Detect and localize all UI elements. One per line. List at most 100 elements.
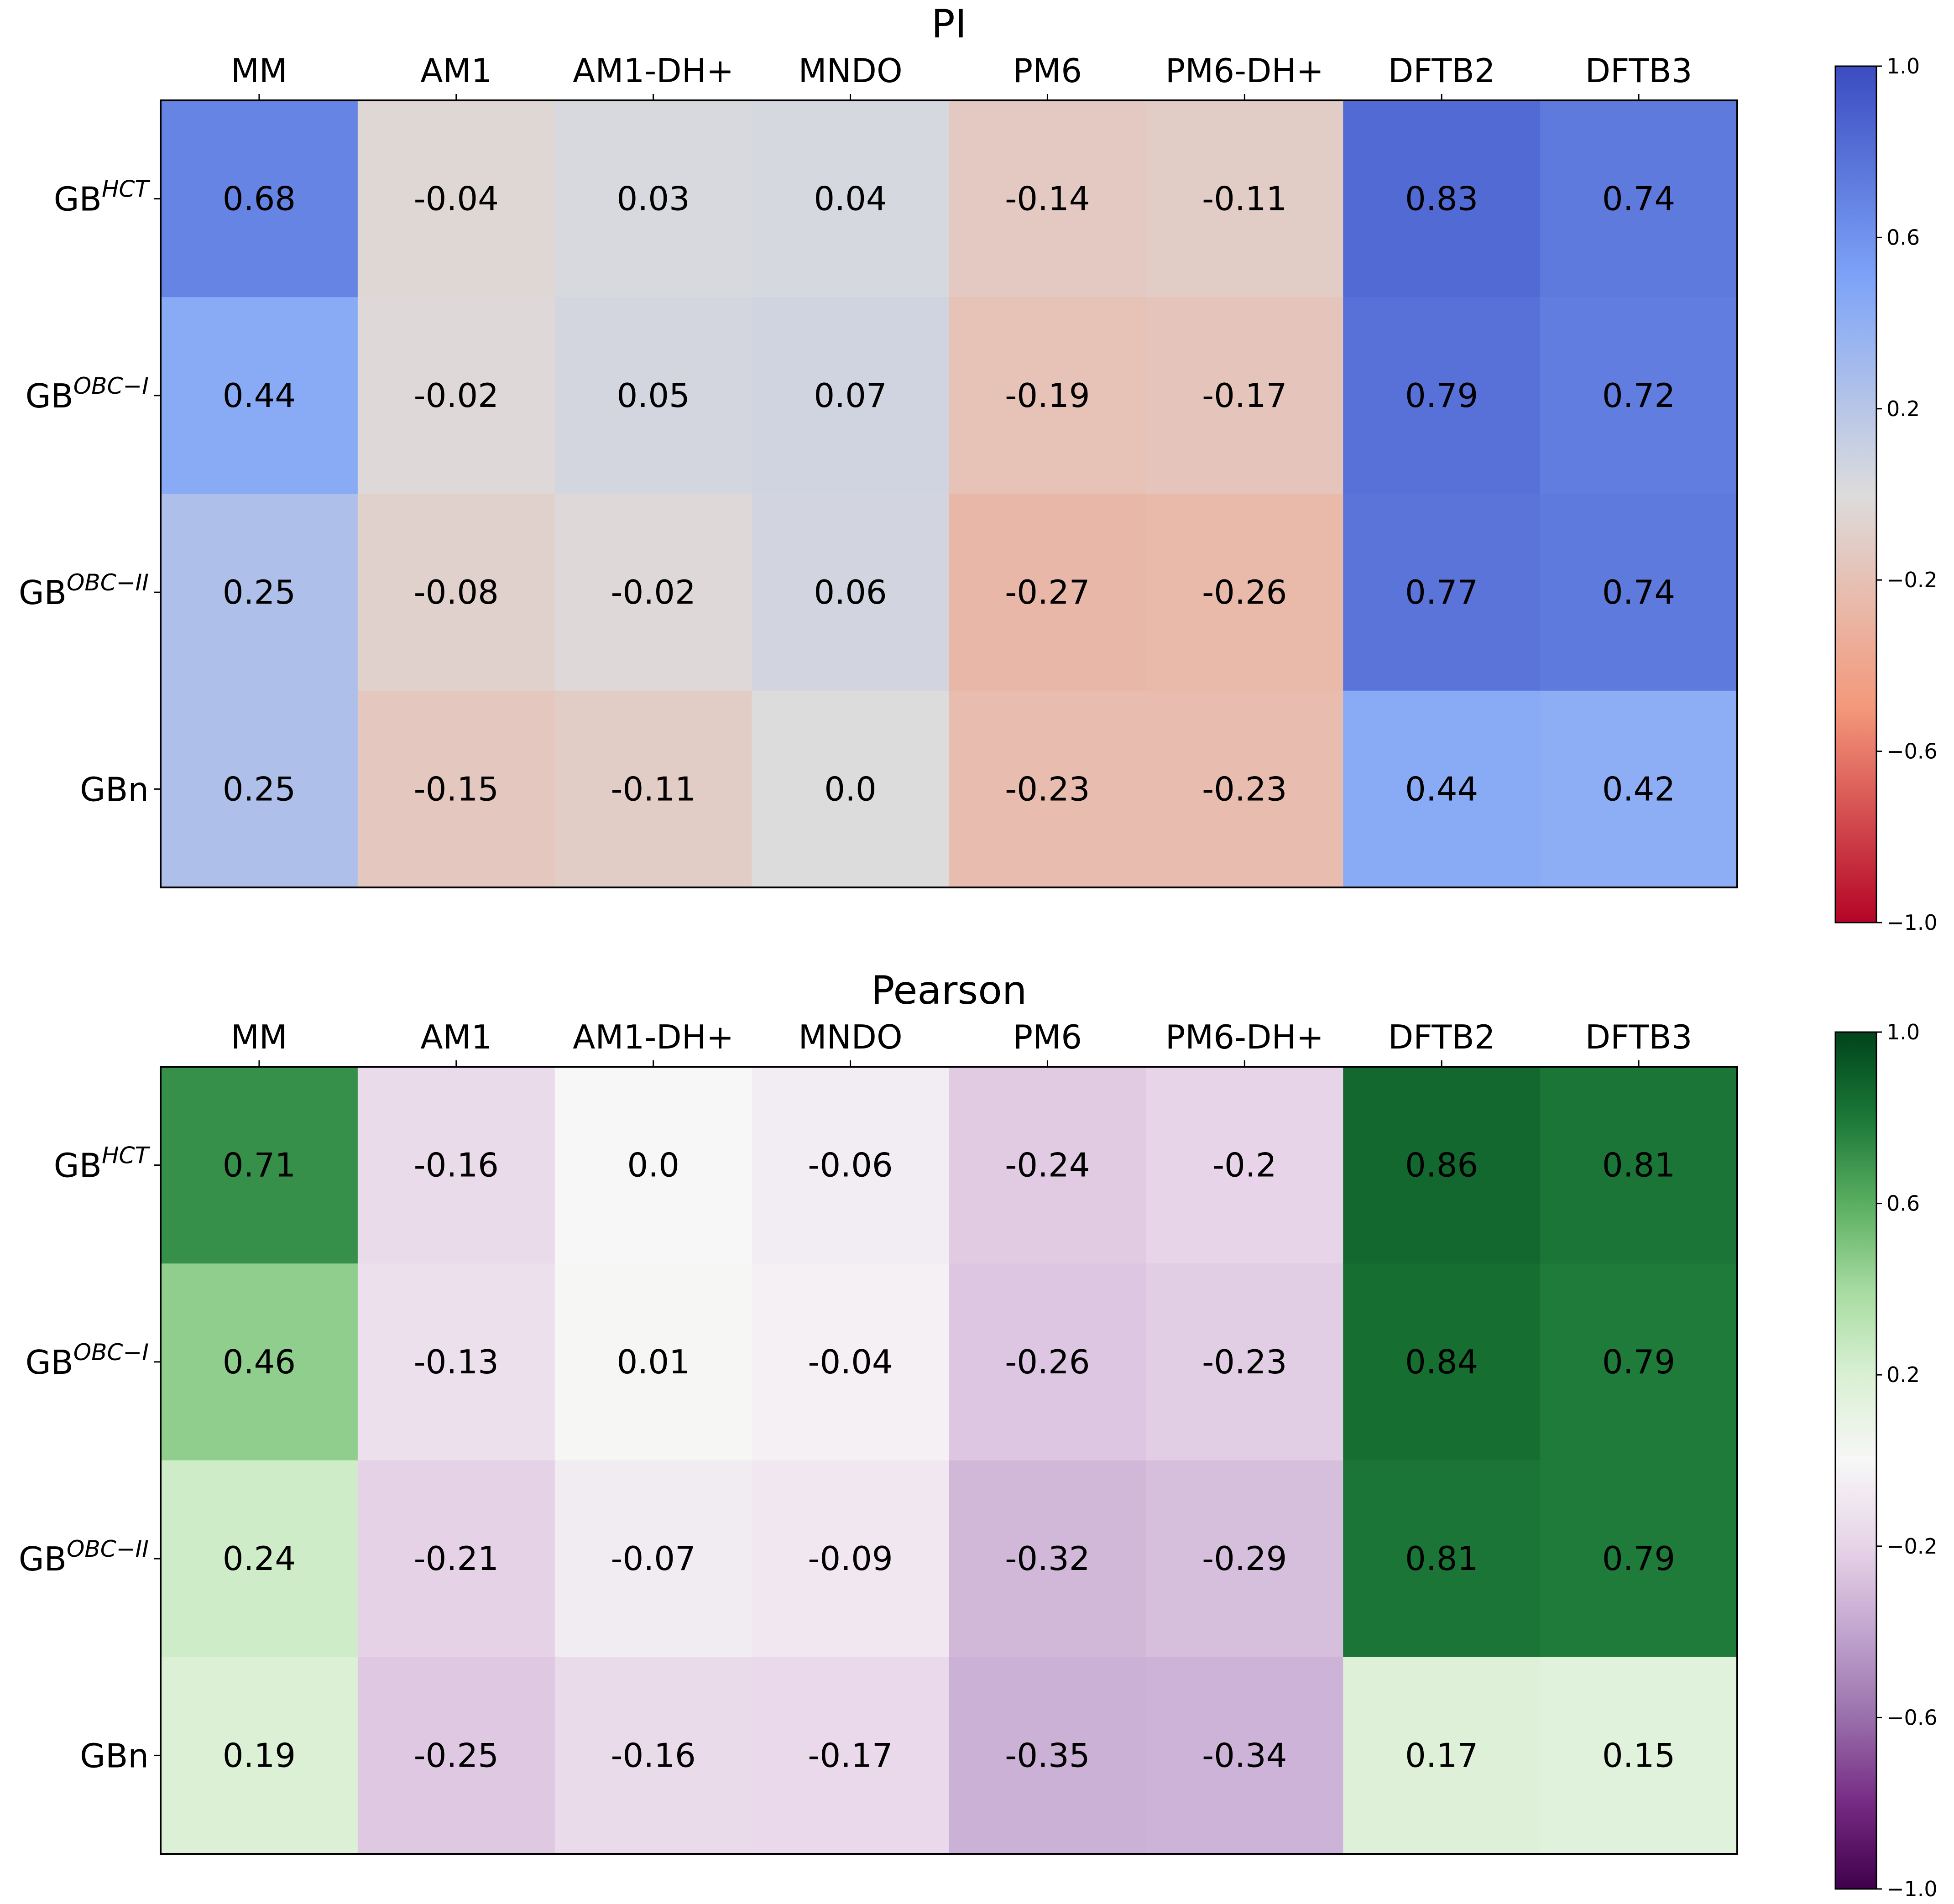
heatmap-cell: [949, 100, 1146, 297]
cell-value-label: 0.83: [1405, 180, 1478, 218]
heatmap-cell: [1146, 100, 1343, 297]
cell-value-label: -0.15: [414, 770, 499, 808]
x-tick-label: DFTB3: [1585, 52, 1693, 90]
heatmap-cell: [752, 297, 950, 495]
x-tick-label: DFTB2: [1388, 52, 1495, 90]
heatmap-cell: [1343, 297, 1541, 495]
y-tick-label: GBHCT: [54, 176, 151, 219]
x-tick-label: MNDO: [799, 1018, 903, 1056]
cell-value-label: 0.01: [617, 1343, 690, 1381]
heatmap-cell: [949, 1263, 1146, 1461]
heatmap-cell: [554, 494, 752, 691]
heatmap-cell: [752, 1263, 950, 1461]
heatmap-cell: [161, 690, 358, 888]
heatmap-cell: [161, 494, 358, 691]
heatmap-cell: [1146, 1460, 1343, 1658]
cell-value-label: -0.02: [611, 573, 696, 611]
cell-value-label: 0.06: [814, 573, 887, 611]
heatmap-cell: [161, 1657, 358, 1854]
cell-value-label: -0.34: [1202, 1736, 1287, 1774]
heatmap-cell: [357, 1263, 555, 1461]
cell-value-label: 0.77: [1405, 573, 1478, 611]
colorbar: [1834, 65, 1877, 923]
cell-value-label: -0.25: [414, 1736, 499, 1774]
heatmap-cell: [752, 1460, 950, 1658]
heatmap-cell: [1540, 1263, 1738, 1461]
cell-value-label: 0.42: [1602, 770, 1675, 808]
heatmap-cell: [949, 690, 1146, 888]
cell-value-label: -0.24: [1005, 1146, 1090, 1184]
heatmap-cell: [554, 1263, 752, 1461]
y-tick-label: GBOBC−II: [19, 1536, 149, 1578]
heatmap-cell: [1146, 1067, 1343, 1264]
cell-value-label: -0.26: [1202, 573, 1287, 611]
heatmap-cell: [752, 690, 950, 888]
heatmap-cell: [357, 1460, 555, 1658]
colorbar-tick-label: 0.2: [1886, 396, 1920, 421]
y-tick-label: GBn: [80, 1737, 149, 1775]
cell-value-label: -0.07: [611, 1539, 696, 1578]
colorbar-tick-label: −1.0: [1886, 1877, 1938, 1901]
heatmap-cell: [1540, 100, 1738, 297]
heatmap-cell: [357, 690, 555, 888]
colorbar-tick-label: 0.6: [1886, 225, 1920, 250]
heatmap-cell: [949, 1657, 1146, 1854]
heatmap-cell: [554, 1657, 752, 1854]
x-tick-label: PM6: [1013, 1018, 1082, 1056]
cell-value-label: 0.44: [1405, 770, 1478, 808]
cell-value-label: -0.17: [808, 1736, 893, 1774]
cell-value-label: -0.08: [414, 573, 499, 611]
cell-value-label: 0.71: [223, 1146, 296, 1184]
cell-value-label: -0.26: [1005, 1343, 1090, 1381]
colorbar-tick-label: −1.0: [1886, 910, 1938, 935]
heatmap-cell: [1540, 494, 1738, 691]
x-tick-label: MNDO: [799, 52, 903, 90]
cell-value-label: -0.16: [611, 1736, 696, 1774]
cell-value-label: 0.0: [824, 770, 877, 808]
cell-value-label: -0.16: [414, 1146, 499, 1184]
colorbar-tick-label: 0.2: [1886, 1362, 1920, 1387]
x-tick-label: AM1: [420, 52, 492, 90]
heatmap-cell: [1146, 1657, 1343, 1854]
y-tick-label: GBHCT: [54, 1142, 151, 1185]
x-tick-label: PM6-DH+: [1165, 52, 1324, 90]
x-tick-label: MM: [231, 1018, 287, 1056]
cell-value-label: 0.25: [223, 770, 296, 808]
colorbar-tick-label: −0.2: [1886, 1534, 1938, 1559]
heatmap-cell: [161, 1263, 358, 1461]
heatmap-panel-pearson: Pearson 0.71 -0.16 0.0 -0.06 -0.24 -0.2 0.86 0.8…: [19, 968, 1938, 1901]
x-tick-label: AM1-DH+: [573, 52, 734, 90]
cell-value-label: 0.74: [1602, 573, 1675, 611]
cell-value-label: 0.24: [223, 1539, 296, 1578]
heatmap-cell: [1540, 1460, 1738, 1658]
x-tick-label: DFTB3: [1585, 1018, 1693, 1056]
cell-value-label: -0.23: [1202, 770, 1287, 808]
heatmap-cell: [949, 297, 1146, 495]
plot-frame: [160, 1066, 1738, 1855]
cell-value-label: -0.29: [1202, 1539, 1287, 1578]
heatmap-cell: [1540, 690, 1738, 888]
cell-value-label: -0.21: [414, 1539, 499, 1578]
cell-value-label: 0.68: [223, 180, 296, 218]
cell-value-label: 0.81: [1602, 1146, 1675, 1184]
heatmap-cell: [752, 100, 950, 297]
x-tick-label: MM: [231, 52, 287, 90]
x-tick-label: PM6-DH+: [1165, 1018, 1324, 1056]
heatmap-cell: [1146, 297, 1343, 495]
cell-value-label: 0.79: [1602, 1539, 1675, 1578]
colorbar-tick-label: 1.0: [1886, 54, 1920, 78]
heatmap-cell: [554, 100, 752, 297]
cell-value-label: -0.19: [1005, 376, 1090, 415]
y-tick-label: GBOBC−I: [26, 373, 149, 415]
cell-value-label: 0.04: [814, 180, 887, 218]
cell-value-label: -0.04: [808, 1343, 893, 1381]
cell-value-label: 0.46: [223, 1343, 296, 1381]
heatmap-cell: [357, 494, 555, 691]
cell-value-label: -0.11: [611, 770, 696, 808]
y-tick-label: GBn: [80, 770, 149, 809]
heatmap-cell: [357, 297, 555, 495]
x-tick-label: AM1: [420, 1018, 492, 1056]
chart-title: PI: [931, 1, 967, 47]
cell-value-label: 0.81: [1405, 1539, 1478, 1578]
